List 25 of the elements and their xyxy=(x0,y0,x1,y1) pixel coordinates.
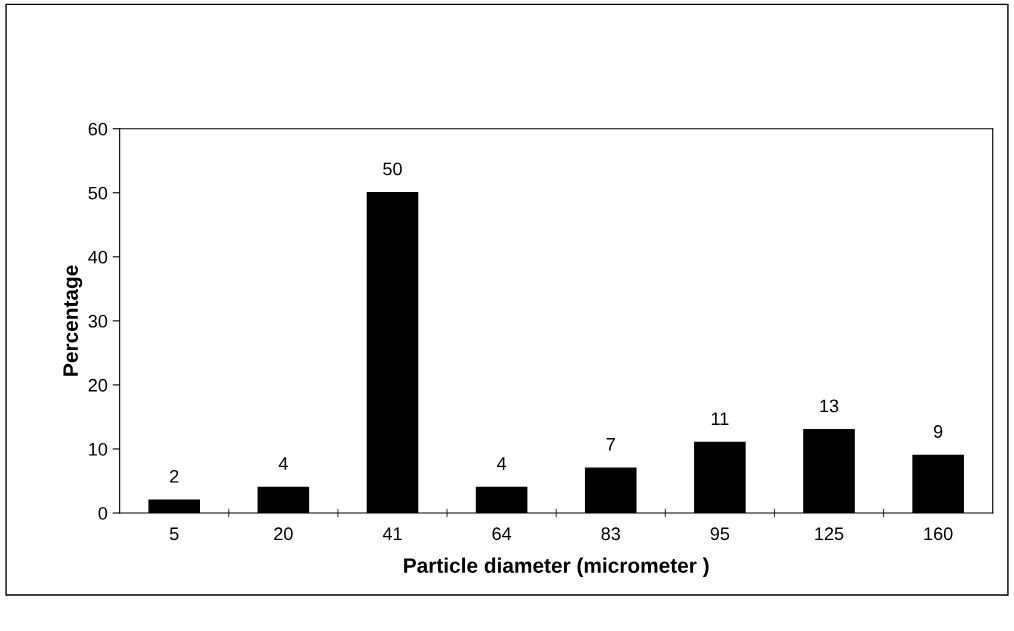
data-label: 11 xyxy=(711,412,729,425)
data-label: 9 xyxy=(933,425,943,438)
data-label: 50 xyxy=(383,162,402,176)
x-tick-label: 95 xyxy=(710,527,730,541)
x-tick-label: 64 xyxy=(492,527,512,541)
y-tick-label: 30 xyxy=(88,314,108,328)
x-tick-label: 83 xyxy=(601,527,620,541)
data-label: 4 xyxy=(278,457,288,470)
data-label: 7 xyxy=(606,438,615,451)
data-label: 2 xyxy=(170,469,179,483)
y-tick-label: 0 xyxy=(98,506,108,520)
data-label: 13 xyxy=(820,399,839,413)
x-tick-label: 20 xyxy=(274,527,293,541)
y-axis-title: Percentage xyxy=(63,265,83,376)
data-label: 4 xyxy=(497,457,507,470)
y-tick-label: 10 xyxy=(89,442,108,456)
y-tick-label: 50 xyxy=(88,186,108,200)
x-axis-title: Particle diameter (micrometer ) xyxy=(404,557,709,578)
y-tick-label: 40 xyxy=(88,250,108,264)
y-tick-label: 20 xyxy=(88,378,108,392)
x-tick-label: 125 xyxy=(815,527,844,541)
x-tick-label: 5 xyxy=(169,527,179,541)
x-tick-label: 160 xyxy=(924,527,953,541)
x-tick-label: 41 xyxy=(382,527,402,540)
y-tick-label: 60 xyxy=(88,122,108,136)
